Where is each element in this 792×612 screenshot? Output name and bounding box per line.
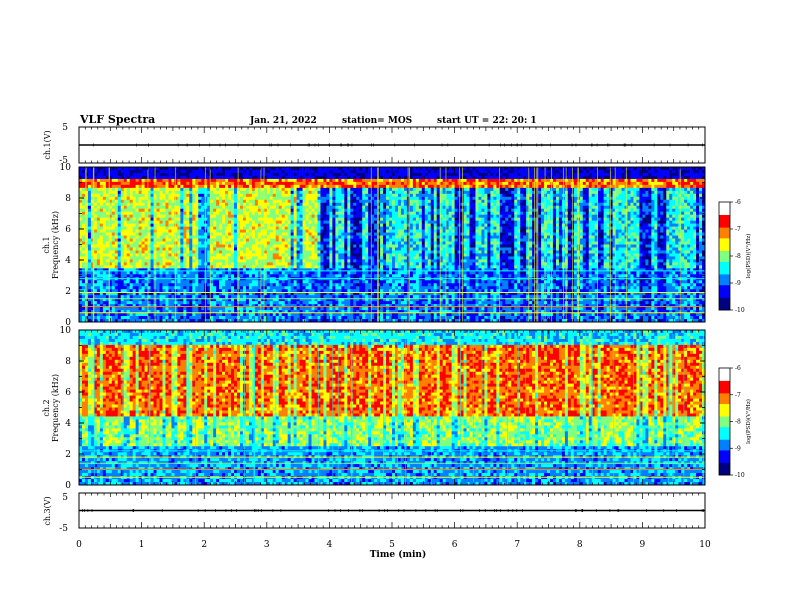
- spec-ytick-label: 8: [65, 357, 71, 367]
- x-tick-label: 2: [201, 540, 207, 550]
- spectrogram-panel-ch2: 0 2 4 6 8 10 ch.2 Frequency (kHz) -6 -7 -8 -9 -10…: [42, 326, 752, 491]
- spec2-ylabel-channel: ch.2: [42, 399, 51, 416]
- start-time-label: start UT = 22: 20: 1: [437, 116, 537, 126]
- colorbar-tick-label: -10: [735, 307, 745, 314]
- colorbar-tick-label: -8: [735, 253, 741, 260]
- colorbar-tick-label: -7: [735, 226, 741, 233]
- spectrogram-image-ch1: [79, 167, 706, 323]
- spectrogram-panel-ch1: 0 2 4 6 8 10 ch.1 Frequency (kHz) -6 -7 -8 -9 -10…: [42, 163, 752, 328]
- x-tick-label: 0: [76, 540, 82, 550]
- colorbar-tick-label: -6: [735, 365, 741, 372]
- colorbar-tick-label: -8: [735, 419, 741, 426]
- figure-title: VLF Spectra: [79, 113, 155, 126]
- spec-ytick-label: 0: [65, 481, 71, 491]
- station-label: station= MOS: [342, 116, 412, 126]
- date-label: Jan. 21, 2022: [249, 116, 317, 126]
- x-tick-label: 3: [264, 540, 270, 550]
- x-tick-label: 1: [139, 540, 145, 550]
- colorbar-label: log(PSD)(V²/Hz): [745, 399, 752, 444]
- spec-ytick-label: 4: [65, 419, 71, 429]
- spec-ytick-label: 10: [60, 163, 72, 173]
- x-tick-label: 7: [514, 540, 520, 550]
- colorbar-ch2: -6 -7 -8 -9 -10 log(PSD)(V²/Hz): [718, 365, 752, 479]
- spec1-ylabel-frequency: Frequency (kHz): [51, 211, 60, 279]
- colorbar-tick-label: -7: [735, 392, 741, 399]
- colorbar-tick-label: -9: [735, 445, 741, 452]
- x-tick-label: 4: [327, 540, 333, 550]
- x-axis-tick-labels: 0 1 2 3 4 5 6 7 8 9 10: [76, 540, 711, 550]
- x-tick-label: 5: [389, 540, 395, 550]
- spec-ytick-label: 2: [65, 450, 71, 460]
- spec2-ylabel-frequency: Frequency (kHz): [51, 374, 60, 442]
- wf3-ytick-bottom: -5: [59, 524, 68, 534]
- colorbar-ch1: -6 -7 -8 -9 -10 log(PSD)(V²/Hz): [718, 199, 752, 314]
- wf1-ylabel: ch.1(V): [43, 130, 52, 159]
- spec-ytick-label: 4: [65, 256, 71, 266]
- x-tick-label: 6: [452, 540, 458, 550]
- x-tick-label: 8: [577, 540, 583, 550]
- wf3-ylabel: ch.3(V): [43, 496, 52, 525]
- waveform-trace-ch1: [79, 143, 705, 147]
- spec1-ylabel-channel: ch.1: [42, 236, 51, 253]
- x-tick-label: 9: [640, 540, 646, 550]
- x-tick-label: 10: [699, 540, 711, 550]
- x-axis-ticks: [78, 127, 706, 528]
- colorbar-tick-label: -9: [735, 280, 741, 287]
- waveform-panel-ch3: 5 -5 ch.3(V): [43, 492, 706, 534]
- spectrogram-image-ch2: [79, 330, 706, 486]
- spec-ytick-label: 6: [65, 388, 71, 398]
- spec-ytick-label: 10: [60, 326, 72, 336]
- spec-ytick-label: 0: [65, 318, 71, 328]
- spec-ytick-label: 8: [65, 194, 71, 204]
- colorbar-tick-label: -10: [735, 472, 745, 479]
- colorbar-tick-label: -6: [735, 199, 741, 206]
- wf3-ytick-top: 5: [62, 493, 68, 503]
- spec-ytick-label: 2: [65, 287, 71, 297]
- x-axis-label: Time (min): [370, 549, 427, 560]
- wf1-ytick-bottom: -5: [59, 156, 68, 166]
- waveform-panel-ch1: 5 -5 ch.1(V): [43, 123, 706, 166]
- waveform-trace-ch3: [79, 509, 705, 512]
- wf1-ytick-top: 5: [62, 123, 68, 133]
- colorbar-label: log(PSD)(V²/Hz): [745, 234, 752, 279]
- spec-ytick-label: 6: [65, 225, 71, 235]
